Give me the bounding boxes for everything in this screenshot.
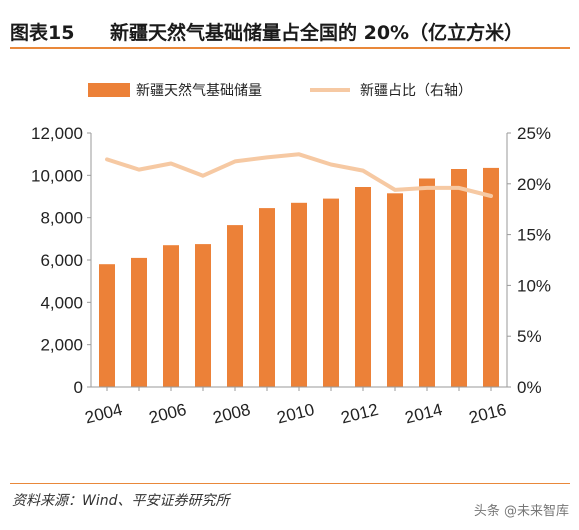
figure-number: 图表15 xyxy=(10,22,75,44)
y-right-tick-label: 10% xyxy=(517,276,551,295)
x-tick-label: 2006 xyxy=(147,400,188,428)
legend-item-reserves: 新疆天然气基础储量 xyxy=(88,78,262,102)
bar-2016 xyxy=(483,167,499,387)
y-right-tick-label: 20% xyxy=(517,175,551,194)
x-tick-label: 2004 xyxy=(83,400,124,428)
chart-title: 新疆天然气基础储量占全国的 20%（亿立方米） xyxy=(110,22,524,44)
legend-label-reserves: 新疆天然气基础储量 xyxy=(136,83,262,99)
y-right-tick-label: 15% xyxy=(517,226,551,245)
legend-swatch-line xyxy=(310,88,350,92)
x-tick-label: 2016 xyxy=(467,400,508,428)
x-tick-label: 2010 xyxy=(275,400,316,428)
y-left-tick-label: 2,000 xyxy=(40,336,83,355)
bar-2009 xyxy=(259,208,275,387)
watermark: 头条 @未来智库 xyxy=(473,504,569,519)
y-right-tick-label: 25% xyxy=(517,124,551,143)
bar-2005 xyxy=(131,257,147,387)
legend-swatch-bar xyxy=(88,83,130,97)
bar-2015 xyxy=(451,169,467,387)
bar-2012 xyxy=(355,187,371,387)
bar-2008 xyxy=(227,225,243,387)
share-line xyxy=(105,152,493,198)
chart-plot: 0 2,000 4,000 6,000 8,000 10,000 12,000 0% 5% 10%… xyxy=(31,124,551,428)
x-tick-label: 2012 xyxy=(339,400,380,428)
y-left-tick-label: 4,000 xyxy=(40,293,83,312)
y-right-tick-label: 5% xyxy=(517,327,542,346)
y-right-tick-label: 0% xyxy=(517,378,542,397)
x-tick-label: 2008 xyxy=(211,400,252,428)
y-left-tick-label: 8,000 xyxy=(40,209,83,228)
legend-label-share: 新疆占比（右轴） xyxy=(360,83,472,99)
y-left-tick-label: 12,000 xyxy=(31,124,83,143)
bar-2007 xyxy=(195,244,211,387)
figure-header: 图表15 新疆天然气基础储量占全国的 20%（亿立方米） xyxy=(10,14,570,44)
y-left-tick-label: 10,000 xyxy=(31,166,83,185)
bar-2006 xyxy=(163,245,179,387)
chart-legend: 新疆天然气基础储量 新疆占比（右轴） xyxy=(88,78,548,102)
bar-2004 xyxy=(99,264,115,387)
bar-2014 xyxy=(419,178,435,387)
x-tick-label: 2014 xyxy=(403,400,444,428)
source-note: 资料来源：Wind、平安证券研究所 xyxy=(12,493,230,509)
bar-2013 xyxy=(387,193,403,387)
legend-item-share: 新疆占比（右轴） xyxy=(310,78,472,102)
bar-2010 xyxy=(291,202,307,387)
y-left-tick-label: 0 xyxy=(74,378,83,397)
footer-rule xyxy=(10,483,570,484)
bar-2011 xyxy=(323,198,339,387)
y-left-tick-label: 6,000 xyxy=(40,251,83,270)
header-rule xyxy=(10,47,570,49)
